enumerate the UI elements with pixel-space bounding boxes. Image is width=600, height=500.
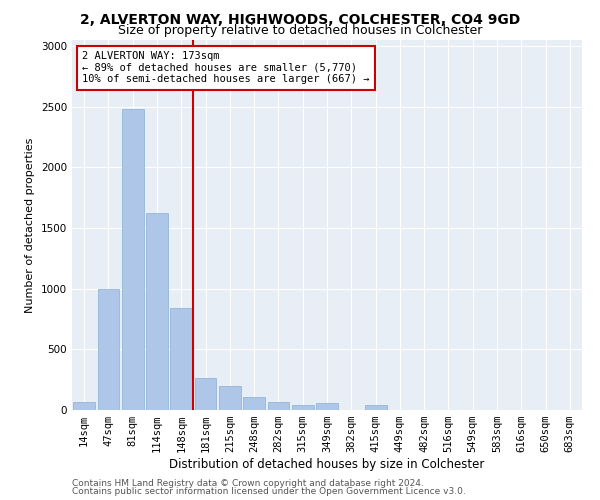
Bar xyxy=(122,109,143,410)
Bar xyxy=(219,386,241,410)
Bar xyxy=(243,396,265,410)
Text: 2 ALVERTON WAY: 173sqm
← 89% of detached houses are smaller (5,770)
10% of semi-: 2 ALVERTON WAY: 173sqm ← 89% of detached… xyxy=(82,51,370,84)
Bar xyxy=(365,406,386,410)
Bar xyxy=(73,402,95,410)
Bar xyxy=(316,404,338,410)
Bar xyxy=(170,308,192,410)
Bar xyxy=(268,402,289,410)
Bar xyxy=(194,378,217,410)
Bar xyxy=(292,404,314,410)
Y-axis label: Number of detached properties: Number of detached properties xyxy=(25,138,35,312)
Text: Contains HM Land Registry data © Crown copyright and database right 2024.: Contains HM Land Registry data © Crown c… xyxy=(72,478,424,488)
Text: Size of property relative to detached houses in Colchester: Size of property relative to detached ho… xyxy=(118,24,482,37)
Text: 2, ALVERTON WAY, HIGHWOODS, COLCHESTER, CO4 9GD: 2, ALVERTON WAY, HIGHWOODS, COLCHESTER, … xyxy=(80,12,520,26)
Text: Contains public sector information licensed under the Open Government Licence v3: Contains public sector information licen… xyxy=(72,487,466,496)
Bar xyxy=(97,288,119,410)
X-axis label: Distribution of detached houses by size in Colchester: Distribution of detached houses by size … xyxy=(169,458,485,471)
Bar xyxy=(146,214,168,410)
